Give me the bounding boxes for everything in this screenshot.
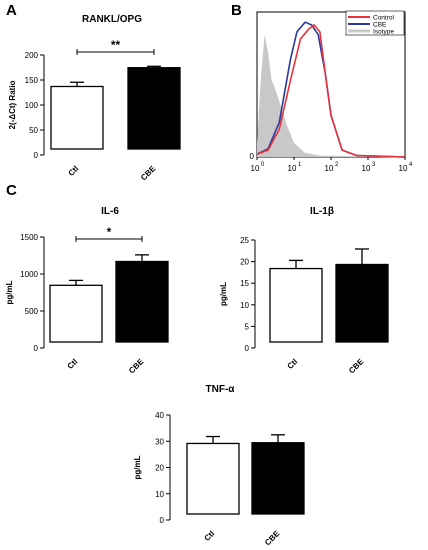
y-tick-label: 10 <box>240 301 249 310</box>
chart-il6: IL-6 pg/mL 0 500 1000 1500 Ctl CBE * <box>5 206 169 376</box>
y-tick-label: 25 <box>240 236 249 245</box>
chart-rankl-opg: RANKL/OPG 2(-ΔCt) Ratio 0 50 100 150 200 Ctl CBE… <box>8 14 181 183</box>
bar <box>127 67 181 150</box>
y-tick-label: 500 <box>25 307 39 316</box>
significance-marker: * <box>107 225 112 239</box>
bar <box>335 263 389 343</box>
y-tick-label: 1000 <box>20 270 38 279</box>
y-tick-label: 0 <box>34 151 39 160</box>
x-tick-label-base: 10 <box>399 164 408 173</box>
chart-title: TNF-α <box>206 384 236 395</box>
bar <box>186 442 240 515</box>
bar <box>115 260 169 343</box>
y-axis-label: pg/mL <box>219 282 228 306</box>
y-tick-label: 10 <box>155 490 164 499</box>
legend-label: Isotype <box>373 29 394 36</box>
x-tick-label-base: 10 <box>251 164 260 173</box>
chart-title: IL-6 <box>101 206 119 217</box>
chart-il1b: IL-1β pg/mL 0 5 10 15 20 25 Ctl CBE <box>219 206 389 376</box>
legend-label: Control <box>373 15 395 22</box>
x-tick-label: Ctl <box>203 529 217 543</box>
x-tick-label: Ctl <box>286 357 300 371</box>
chart-title: RANKL/OPG <box>82 14 142 25</box>
y-tick-label: 20 <box>240 258 249 267</box>
y-tick-label: 40 <box>155 411 164 420</box>
y-tick-label: 50 <box>29 126 38 135</box>
y-tick-label: 5 <box>245 322 250 331</box>
x-tick-label-exponent: 0 <box>261 162 265 168</box>
bar <box>269 267 323 343</box>
chart-tnfa: TNF-α pg/mL 0 10 20 30 40 Ctl CBE <box>133 384 305 548</box>
bar <box>251 442 305 515</box>
y-tick-label: 20 <box>155 464 164 473</box>
x-tick-label-base: 10 <box>325 164 334 173</box>
y-tick-label: 200 <box>25 51 39 60</box>
x-tick-label-base: 10 <box>288 164 297 173</box>
y-tick-label: 150 <box>25 76 39 85</box>
panel-label-a: A <box>6 2 17 19</box>
x-tick-label-exponent: 1 <box>298 162 302 168</box>
y-axis-label: pg/mL <box>5 280 14 304</box>
x-tick-label-base: 10 <box>362 164 371 173</box>
y-tick-label: 100 <box>25 101 39 110</box>
x-tick-label: CBE <box>127 357 146 376</box>
x-tick-label: Ctl <box>67 164 81 178</box>
x-tick-label: Ctl <box>66 357 80 371</box>
histogram-control-line <box>256 23 406 158</box>
x-tick-label-exponent: 2 <box>335 162 339 168</box>
x-tick-label-exponent: 3 <box>372 162 376 168</box>
y-tick-label: 0 <box>34 344 39 353</box>
panel-label-b: B <box>231 2 242 19</box>
legend-label: CBE <box>373 22 387 29</box>
chart-title: IL-1β <box>310 206 334 217</box>
x-tick-label-exponent: 4 <box>409 162 413 168</box>
y-tick-label: 0 <box>250 152 255 161</box>
y-tick-label: 30 <box>155 437 164 446</box>
x-tick-label: CBE <box>139 164 158 183</box>
bar <box>50 85 104 150</box>
y-tick-label: 1500 <box>20 233 38 242</box>
y-tick-label: 0 <box>245 344 250 353</box>
histogram-isotype-area <box>257 34 405 158</box>
x-tick-label: CBE <box>263 529 282 548</box>
bar <box>49 284 103 343</box>
y-axis-label: pg/mL <box>133 455 142 479</box>
y-tick-label: 0 <box>160 516 165 525</box>
significance-marker: ** <box>111 38 121 52</box>
y-tick-label: 15 <box>240 279 249 288</box>
x-tick-label: CBE <box>347 357 366 376</box>
y-axis-label: 2(-ΔCt) Ratio <box>8 80 17 129</box>
panel-label-c: C <box>6 182 17 199</box>
